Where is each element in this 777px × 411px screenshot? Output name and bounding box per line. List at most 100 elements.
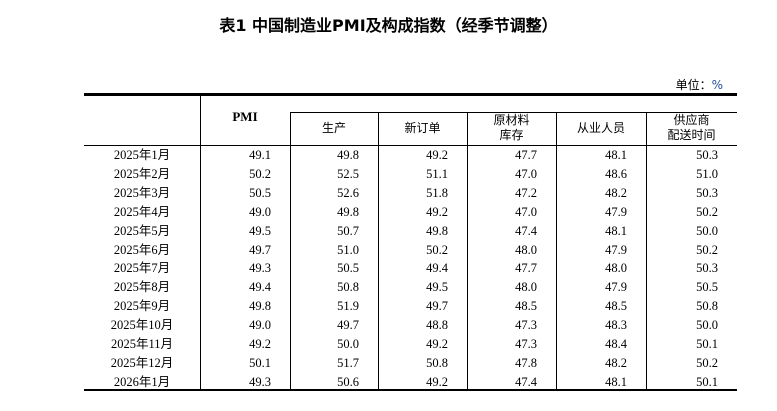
column-divider <box>200 96 201 389</box>
unit-text: 单位： <box>675 78 712 92</box>
cell-value: 49.8 <box>426 223 448 238</box>
cell-value: 50.1 <box>696 374 718 389</box>
cell-value: 47.9 <box>605 280 627 295</box>
column-divider <box>556 112 557 389</box>
column-header: PMI <box>200 109 290 124</box>
row-month: 2025年3月 <box>113 185 171 200</box>
cell-value: 50.0 <box>696 318 718 333</box>
cell-value: 51.1 <box>426 166 448 181</box>
cell-value: 50.2 <box>696 204 718 219</box>
column-header: 供应商 配送时间 <box>646 113 737 143</box>
row-month: 2025年1月 <box>113 148 171 162</box>
cell-value: 47.9 <box>605 204 627 219</box>
column-header: 从业人员 <box>556 121 646 136</box>
cell-value: 51.9 <box>337 299 359 314</box>
cell-value: 49.1 <box>249 148 271 162</box>
column-header-text: 原材料 <box>493 113 530 127</box>
cell-value: 49.2 <box>426 204 448 219</box>
cell-value: 49.2 <box>426 374 448 389</box>
cell-value: 49.7 <box>426 299 448 314</box>
unit-label: 单位：% <box>676 76 723 93</box>
cell-value: 49.8 <box>337 204 359 219</box>
cell-value: 50.0 <box>696 223 718 238</box>
cell-value: 49.5 <box>249 223 271 238</box>
cell-value: 47.7 <box>515 261 537 276</box>
row-month: 2026年1月 <box>113 374 171 389</box>
cell-value: 50.0 <box>337 337 359 351</box>
cell-value: 50.2 <box>426 242 448 257</box>
cell-value: 50.6 <box>337 374 359 389</box>
table-row: 2025年10月 49.0 49.7 48.8 47.3 48.3 50.0 <box>84 316 737 335</box>
cell-value: 50.8 <box>337 280 359 295</box>
cell-value: 50.1 <box>249 355 271 370</box>
row-month: 2025年2月 <box>113 166 171 181</box>
cell-value: 47.3 <box>515 337 537 351</box>
row-month: 2025年9月 <box>113 299 171 314</box>
cell-value: 50.3 <box>696 148 718 162</box>
cell-value: 49.2 <box>426 148 448 162</box>
table-row: 2025年11月 49.2 50.0 49.2 47.3 48.4 50.1 <box>84 335 737 354</box>
cell-value: 50.2 <box>696 355 718 370</box>
cell-value: 51.0 <box>337 242 359 257</box>
cell-value: 50.7 <box>337 223 359 238</box>
cell-value: 49.7 <box>337 318 359 333</box>
cell-value: 48.0 <box>515 280 537 295</box>
table-row: 2025年6月 49.7 51.0 50.2 48.0 47.9 50.2 <box>84 241 737 260</box>
table-row: 2025年12月 50.1 51.7 50.8 47.8 48.2 50.2 <box>84 354 737 373</box>
cell-value: 47.4 <box>515 223 537 238</box>
cell-value: 48.8 <box>426 318 448 333</box>
cell-value: 49.3 <box>249 374 271 389</box>
row-month: 2025年6月 <box>113 242 171 257</box>
cell-value: 50.5 <box>696 280 718 295</box>
cell-value: 47.8 <box>515 355 537 370</box>
cell-value: 49.4 <box>249 280 271 295</box>
cell-value: 50.2 <box>249 166 271 181</box>
column-header: 新订单 <box>378 121 467 136</box>
cell-value: 50.3 <box>696 185 718 200</box>
cell-value: 47.2 <box>515 185 537 200</box>
table-top-rule <box>84 93 737 96</box>
cell-value: 50.5 <box>337 261 359 276</box>
row-month: 2025年10月 <box>110 318 174 333</box>
table-row: 2025年5月 49.5 50.7 49.8 47.4 48.1 50.0 <box>84 222 737 241</box>
cell-value: 50.2 <box>696 242 718 257</box>
cell-value: 49.5 <box>426 280 448 295</box>
cell-value: 49.2 <box>249 337 271 351</box>
cell-value: 50.8 <box>426 355 448 370</box>
column-header-text: 库存 <box>499 128 524 142</box>
cell-value: 48.1 <box>605 223 627 238</box>
cell-value: 50.8 <box>696 299 718 314</box>
cell-value: 51.0 <box>696 166 718 181</box>
cell-value: 48.5 <box>515 299 537 314</box>
cell-value: 48.0 <box>515 242 537 257</box>
cell-value: 47.0 <box>515 166 537 181</box>
column-header-text: 配送时间 <box>667 128 716 142</box>
cell-value: 47.9 <box>605 242 627 257</box>
cell-value: 49.7 <box>249 242 271 257</box>
cell-value: 49.8 <box>337 148 359 162</box>
cell-value: 48.2 <box>605 185 627 200</box>
cell-value: 49.8 <box>249 299 271 314</box>
unit-value: % <box>711 78 723 92</box>
cell-value: 51.7 <box>337 355 359 370</box>
header-bottom-rule <box>84 145 737 146</box>
row-month: 2025年5月 <box>113 223 171 238</box>
column-header: 生产 <box>290 121 378 136</box>
cell-value: 48.2 <box>605 355 627 370</box>
table-title: 表1 中国制造业PMI及构成指数（经季节调整） <box>219 16 558 35</box>
table-row: 2025年7月 49.3 50.5 49.4 47.7 48.0 50.3 <box>84 259 737 278</box>
cell-value: 50.1 <box>696 337 718 351</box>
cell-value: 48.3 <box>605 318 627 333</box>
row-month: 2025年11月 <box>110 337 174 351</box>
cell-value: 48.6 <box>605 166 627 181</box>
column-divider <box>646 112 647 389</box>
column-header-text: 新订单 <box>404 121 441 135</box>
cell-value: 50.3 <box>696 261 718 276</box>
table-bottom-rule <box>84 389 737 391</box>
cell-value: 50.5 <box>249 185 271 200</box>
column-header-text: 供应商 <box>673 113 710 127</box>
column-divider <box>290 112 291 389</box>
row-month: 2025年8月 <box>113 280 171 295</box>
table-row: 2025年8月 49.4 50.8 49.5 48.0 47.9 50.5 <box>84 278 737 297</box>
cell-value: 49.0 <box>249 204 271 219</box>
